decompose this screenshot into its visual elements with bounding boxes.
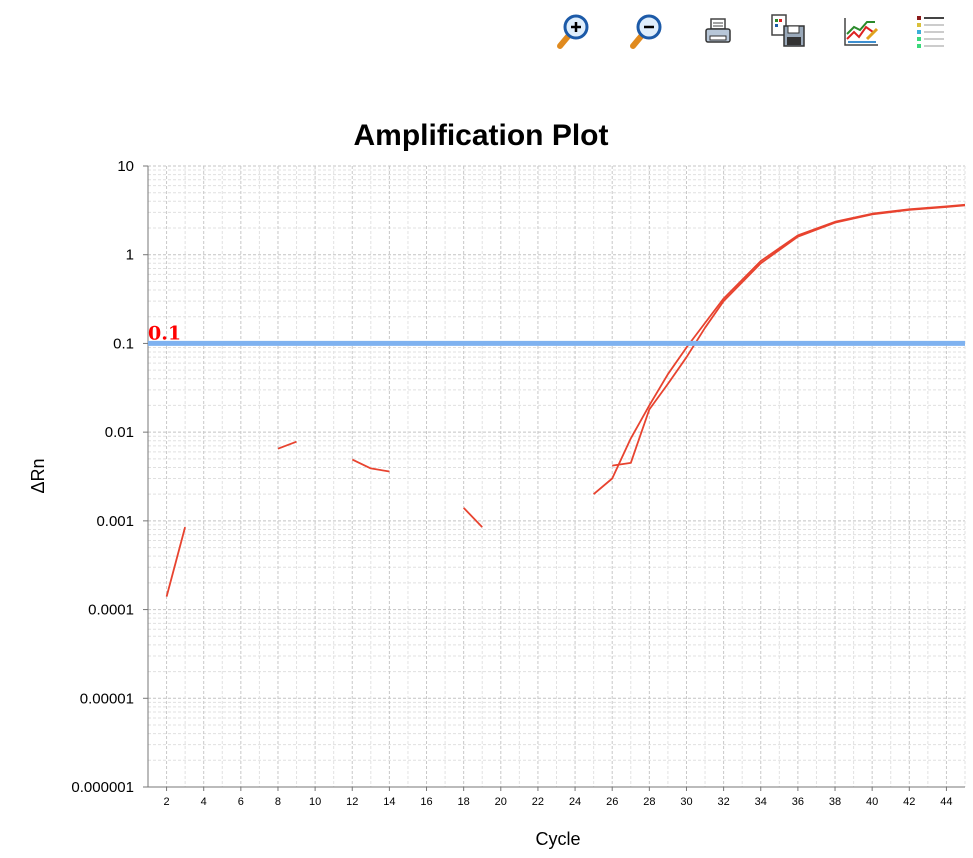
zoom-out-icon: [630, 14, 662, 49]
x-tick-label: 2: [164, 796, 170, 808]
amplification-curve: [463, 507, 483, 528]
x-tick-label: 26: [606, 796, 618, 808]
x-tick-label: 18: [458, 796, 470, 808]
x-tick-label: 32: [717, 796, 729, 808]
zoom-in-icon: [557, 14, 589, 49]
zoom-out-button[interactable]: [625, 10, 667, 54]
x-tick-label: 24: [569, 796, 581, 808]
y-tick-label: 10: [117, 158, 134, 175]
x-tick-label: 6: [238, 796, 244, 808]
x-tick-label: 14: [383, 796, 395, 808]
legend-button[interactable]: [910, 10, 952, 54]
y-tick-label: 0.0001: [88, 602, 134, 619]
x-tick-label: 38: [829, 796, 841, 808]
x-tick-label: 34: [755, 796, 767, 808]
threshold-label: 0.1: [148, 322, 181, 344]
chart-toolbar: [0, 0, 973, 70]
save-button[interactable]: [768, 10, 810, 54]
y-tick-label: 0.1: [113, 335, 134, 352]
x-tick-label: 8: [275, 796, 281, 808]
y-tick-label: 0.001: [96, 513, 134, 530]
zoom-in-button[interactable]: [552, 10, 594, 54]
print-button[interactable]: [698, 10, 740, 54]
y-tick-label: 1: [126, 247, 134, 264]
amplification-curve: [165, 526, 186, 597]
threshold-group[interactable]: 0.1: [148, 322, 965, 346]
legend-icon: [917, 16, 944, 48]
x-tick-label: 22: [532, 796, 544, 808]
series-group: [165, 203, 966, 597]
x-tick-label: 42: [903, 796, 915, 808]
y-tick-label: 0.01: [105, 424, 134, 441]
x-tick-label: 4: [201, 796, 207, 808]
y-tick-label: 0.00001: [80, 690, 134, 707]
amplification-curve: [277, 440, 297, 450]
x-tick-label: 10: [309, 796, 321, 808]
amplification-curve: [351, 458, 390, 473]
x-tick-label: 20: [495, 796, 507, 808]
x-tick-label: 28: [643, 796, 655, 808]
line-chart-icon: [844, 18, 879, 46]
x-axis-label: Cycle: [535, 829, 580, 849]
x-tick-label: 36: [792, 796, 804, 808]
y-tick-label: 0.000001: [71, 779, 134, 796]
y-axis-label: ΔRn: [28, 458, 48, 493]
x-tick-label: 30: [680, 796, 692, 808]
print-icon: [705, 18, 731, 43]
x-tick-label: 44: [940, 796, 952, 808]
chart-title: Amplification Plot: [354, 119, 609, 152]
save-icon: [771, 14, 805, 47]
plot-settings-button[interactable]: [840, 10, 882, 54]
x-tick-label: 12: [346, 796, 358, 808]
x-tick-label: 40: [866, 796, 878, 808]
x-tick-label: 16: [420, 796, 432, 808]
grid: [147, 165, 966, 788]
amplification-curve: [612, 204, 966, 467]
